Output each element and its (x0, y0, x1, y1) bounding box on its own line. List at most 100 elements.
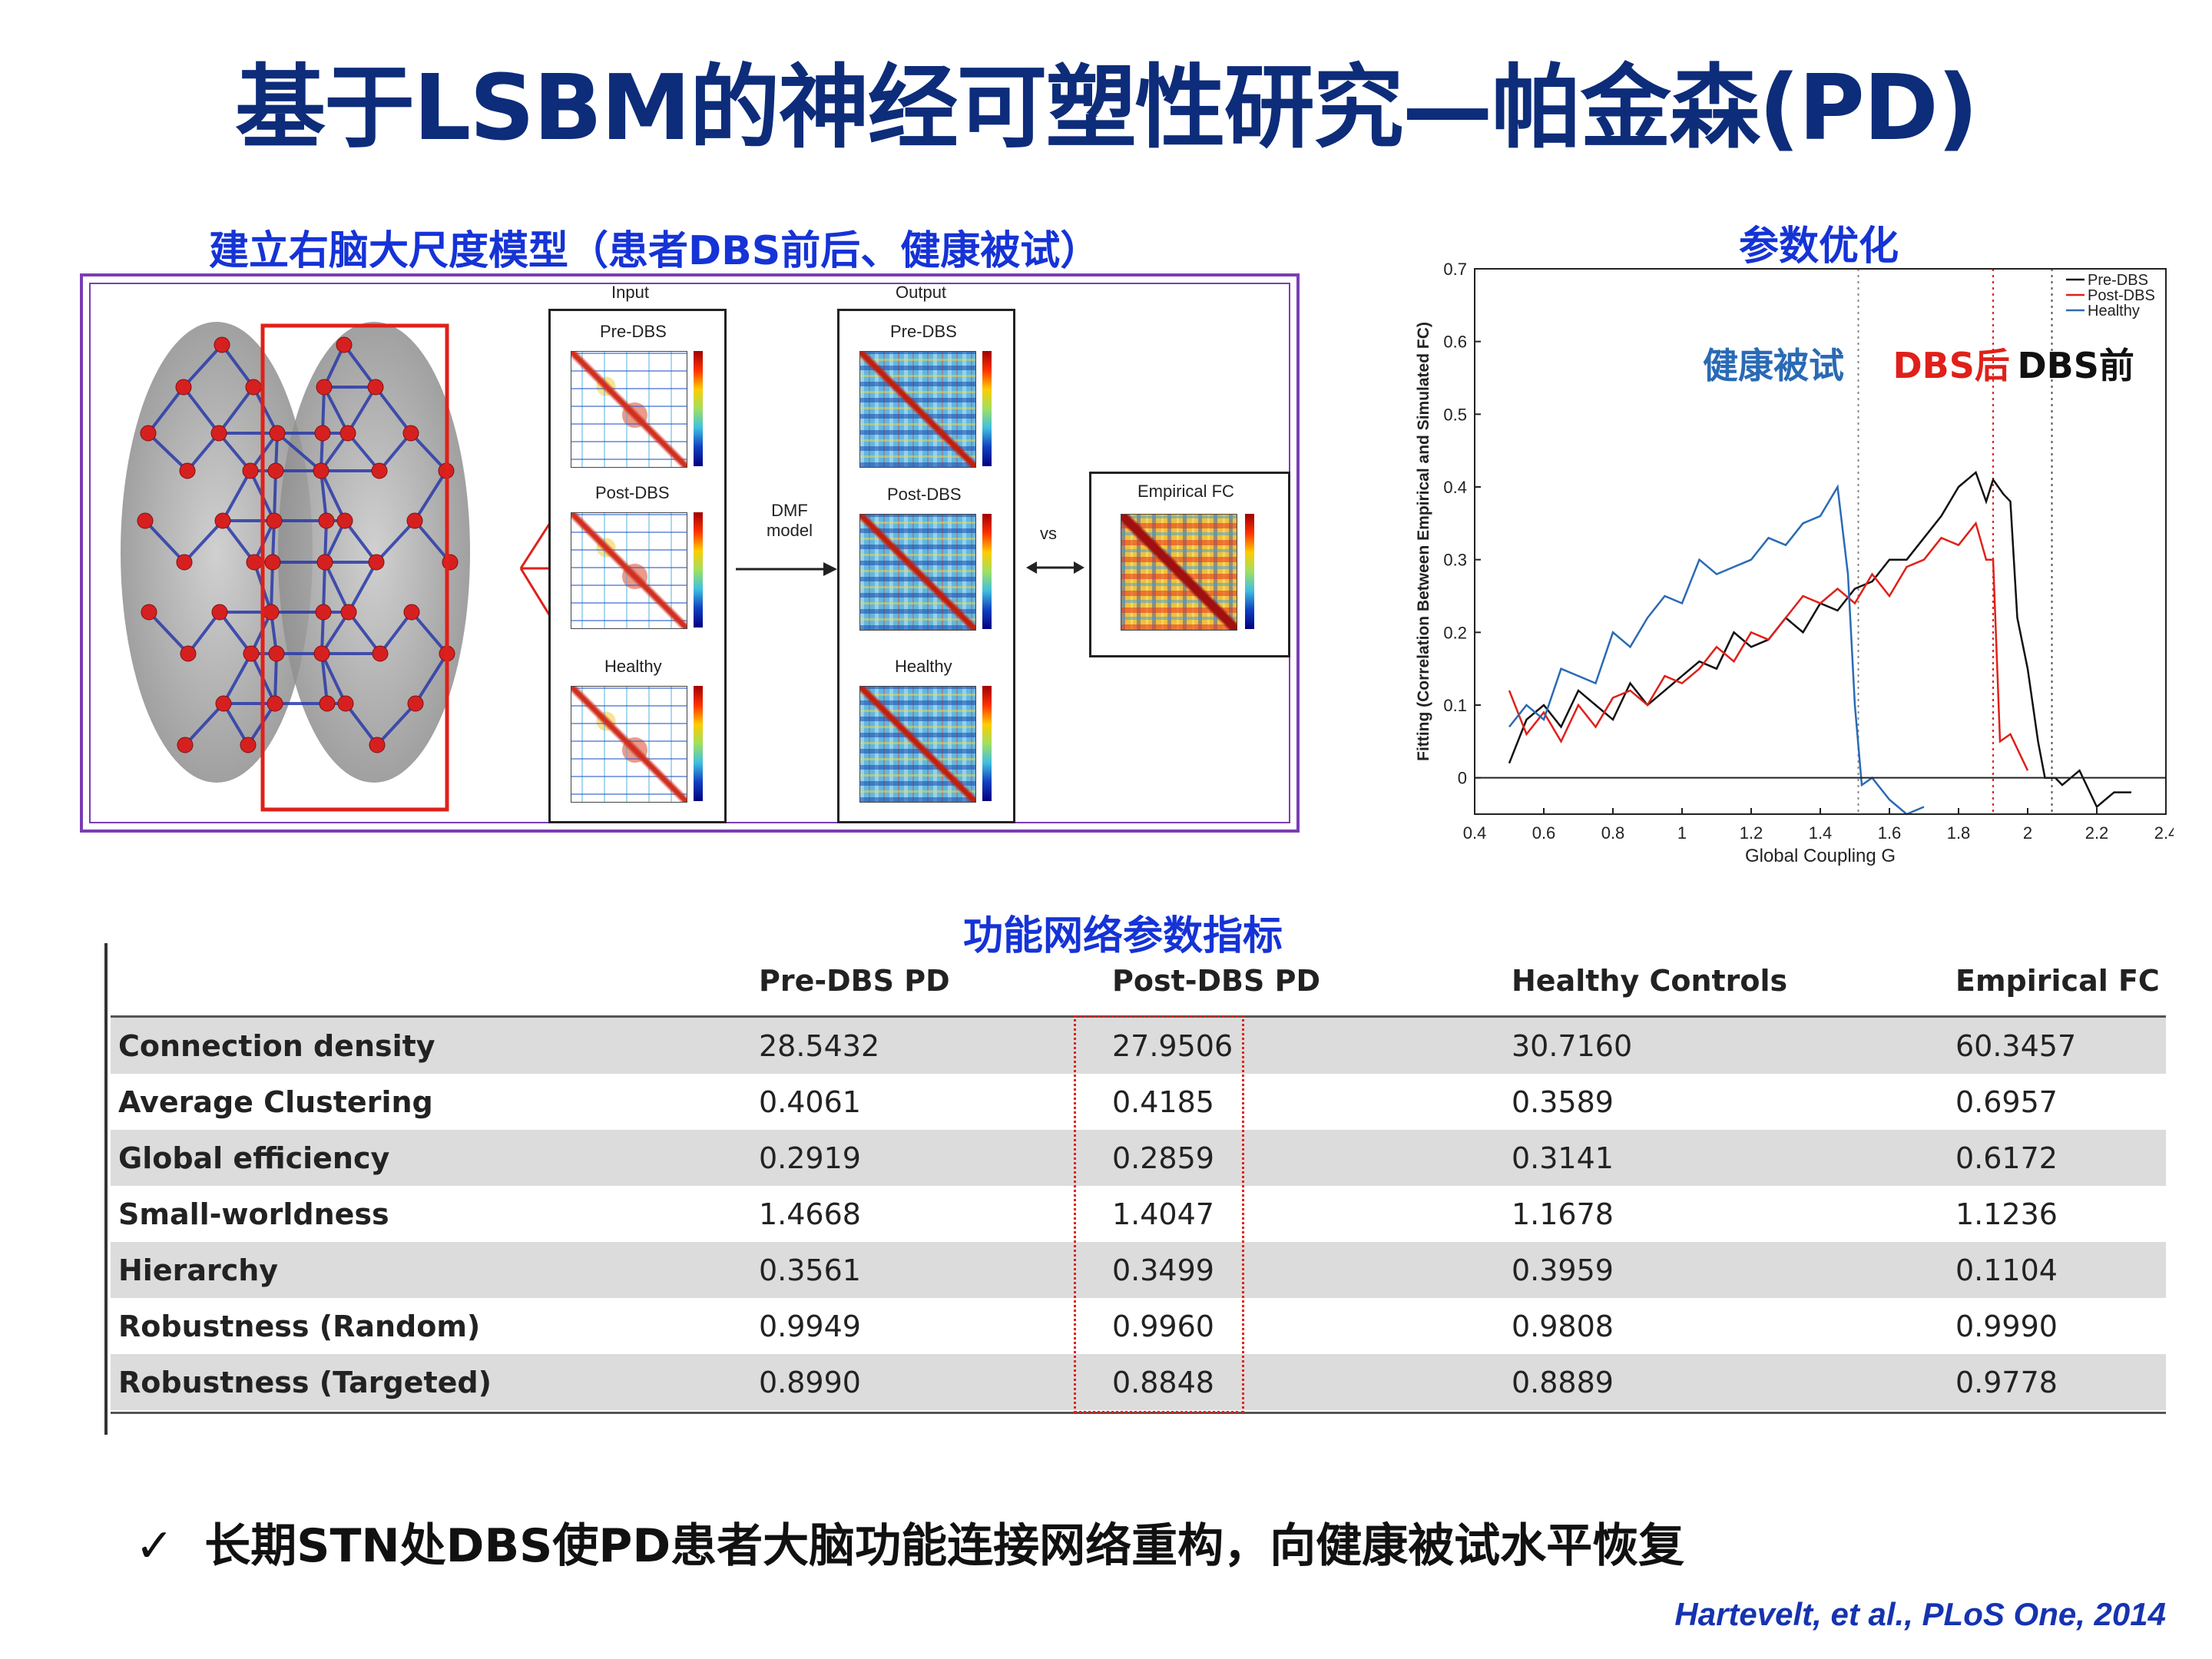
table-cell: 0.3589 (1512, 1084, 1614, 1119)
output-healthy-matrix (859, 686, 976, 803)
slide-title: 基于LSBM的神经可塑性研究—帕金森(PD) (235, 55, 1979, 161)
network-node (313, 462, 329, 479)
conclusion-line: ✓ 长期STN处DBS使PD患者大脑功能连接网络重构，向健康被试水平恢复 (135, 1508, 1684, 1575)
network-node (371, 462, 388, 479)
network-node (242, 462, 259, 479)
input-healthy-matrix (571, 686, 687, 803)
colorbar (694, 351, 703, 466)
network-node (177, 737, 194, 753)
network-edge (376, 702, 417, 747)
network-edge (323, 561, 350, 613)
dmf-label: DMF (771, 501, 808, 520)
network-node (340, 604, 357, 621)
column-header: Empirical FC (1955, 946, 2166, 1018)
network-node (402, 425, 419, 442)
network-node (369, 737, 386, 753)
table-row: Robustness (Random) 0.9949 0.9960 0.9808… (111, 1298, 2166, 1354)
input-post-dbs-label: Post-DBS (595, 483, 670, 502)
post-dbs-highlight-box (1074, 1015, 1244, 1413)
network-node (246, 554, 263, 571)
table-row: Small-worldness 1.4668 1.4047 1.1678 1.1… (111, 1186, 2166, 1242)
network-edge (182, 343, 224, 389)
network-edge (414, 652, 449, 705)
network-node (314, 425, 331, 442)
table-cell: 0.8848 (1112, 1354, 1512, 1410)
colorbar (694, 512, 703, 628)
network-edge (379, 611, 413, 655)
network-edge (183, 519, 224, 564)
input-label: Input (611, 283, 649, 302)
network-edge (347, 611, 382, 655)
table-row: Hierarchy 0.3561 0.3499 0.3959 0.1104 (111, 1242, 2166, 1298)
network-edge (344, 702, 379, 747)
network-edge (409, 432, 448, 472)
chart-annotation: 健康被试 (1703, 345, 1844, 386)
network-node (337, 695, 354, 712)
output-pre-dbs-label: Pre-DBS (890, 322, 957, 341)
network-node (336, 512, 353, 529)
network-node (180, 645, 197, 662)
empirical-fc-label: Empirical FC (1137, 482, 1234, 501)
colorbar (982, 514, 992, 629)
network-edge (252, 386, 279, 434)
network-node (316, 379, 333, 396)
network-edge (184, 702, 225, 747)
table-cell: 27.9506 (1112, 1016, 1512, 1074)
x-tick-label: 0.8 (1601, 823, 1625, 843)
table-cell: 1.1678 (1512, 1197, 1614, 1231)
x-tick-label: 1.6 (1878, 823, 1902, 843)
y-tick-label: 0.4 (1443, 478, 1467, 497)
citation: Hartevelt, et al., PLoS One, 2014 (1674, 1596, 2166, 1632)
network-edge (320, 470, 328, 522)
output-post-dbs-label: Post-DBS (887, 485, 962, 504)
network-edge (222, 653, 253, 704)
network-node (367, 379, 384, 396)
input-post-dbs-matrix (571, 512, 687, 629)
network-node (406, 512, 423, 529)
network-node (267, 462, 284, 479)
table-cell: 0.2919 (759, 1130, 1112, 1186)
network-edge (147, 432, 189, 472)
x-axis-label: Global Coupling G (1745, 846, 1896, 866)
network-edge (320, 653, 347, 704)
network-node (141, 604, 157, 621)
x-tick-label: 1.2 (1740, 823, 1763, 843)
empirical-fc-panel: Empirical FC (1089, 472, 1290, 657)
network-edge (343, 519, 378, 564)
network-edge (186, 432, 220, 472)
x-tick-label: 1.4 (1809, 823, 1833, 843)
table-cell: 0.3499 (1112, 1242, 1512, 1298)
y-tick-label: 0.5 (1443, 405, 1467, 424)
table-cell: 0.9960 (1112, 1309, 1214, 1343)
table-row: Average Clustering 0.4061 0.4185 0.3589 … (111, 1074, 2166, 1130)
row-label: Robustness (Random) (118, 1309, 481, 1343)
table-cell: 1.4047 (1112, 1197, 1214, 1231)
input-pre-dbs-label: Pre-DBS (600, 322, 667, 341)
network-edge (323, 386, 349, 434)
table-cell: 1.4668 (759, 1197, 861, 1231)
legend-entry: Healthy (2088, 303, 2140, 320)
network-edge (218, 611, 253, 655)
network-node (210, 425, 227, 442)
output-healthy-label: Healthy (895, 657, 952, 676)
row-label: Connection density (111, 1016, 759, 1074)
network-node (243, 645, 260, 662)
series-line-post-dbs (1508, 521, 2029, 771)
fitting-chart: 0.4 0.6 0.8 1 1.2 1.4 1.6 1.8 2 2.2 2.4 0 0.1 0.2 0.3 0… (1415, 260, 2174, 866)
network-edge (343, 343, 377, 389)
empirical-fc-matrix (1121, 514, 1237, 631)
network-edge (221, 519, 256, 564)
table-cell: 0.3561 (759, 1242, 1112, 1298)
network-edge (347, 561, 378, 613)
output-panel: Pre-DBS Post-DBS Healthy (837, 309, 1015, 823)
row-label: Small-worldness (118, 1197, 389, 1231)
table-cell: 0.9808 (1512, 1309, 1614, 1343)
network-edge (147, 386, 185, 435)
table-cell: 28.5432 (759, 1016, 1112, 1074)
network-node (368, 554, 385, 571)
series-line-healthy (1508, 484, 1925, 816)
network-node (175, 379, 192, 396)
network-node (319, 695, 336, 712)
network-node (268, 645, 285, 662)
network-node (318, 512, 335, 529)
